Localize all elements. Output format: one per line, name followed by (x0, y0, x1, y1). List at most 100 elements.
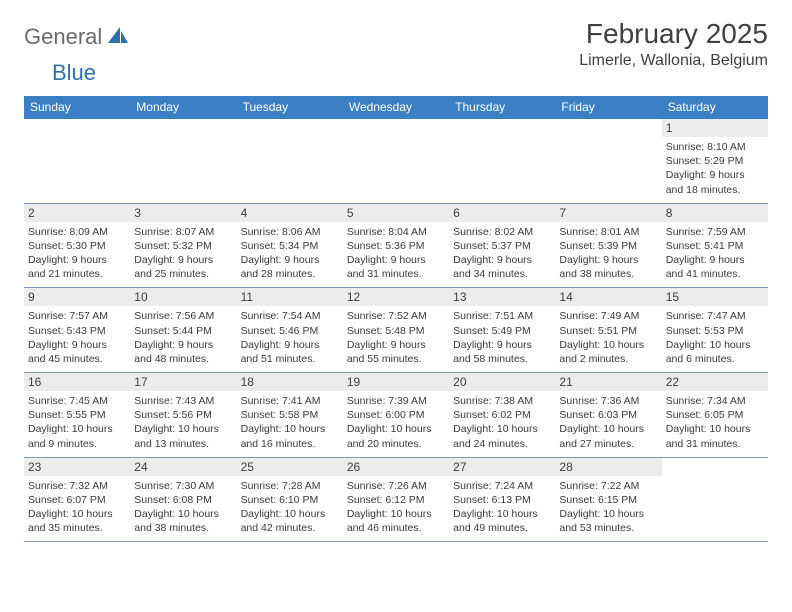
sunset-text: Sunset: 5:53 PM (666, 324, 764, 338)
day-cell: 25 Sunrise: 7:28 AMSunset: 6:10 PMDayligh… (237, 458, 343, 542)
day-details: Sunrise: 7:34 AMSunset: 6:05 PMDaylight:… (666, 394, 764, 451)
day-cell: 17 Sunrise: 7:43 AMSunset: 5:56 PMDayligh… (130, 373, 236, 457)
day-number: 8 (662, 204, 768, 222)
day-number: 20 (449, 373, 555, 391)
day-details: Sunrise: 7:43 AMSunset: 5:56 PMDaylight:… (134, 394, 232, 451)
sunset-text: Sunset: 5:36 PM (347, 239, 445, 253)
day-number: 1 (662, 119, 768, 137)
day-details: Sunrise: 7:45 AMSunset: 5:55 PMDaylight:… (28, 394, 126, 451)
sunset-text: Sunset: 5:29 PM (666, 154, 764, 168)
day-cell: 1Sunrise: 8:10 AMSunset: 5:29 PMDaylight… (662, 119, 768, 203)
logo-sail-icon (106, 25, 130, 50)
day-details: Sunrise: 7:32 AMSunset: 6:07 PMDaylight:… (28, 479, 126, 536)
day-details: Sunrise: 7:28 AMSunset: 6:10 PMDaylight:… (241, 479, 339, 536)
sunrise-text: Sunrise: 8:10 AM (666, 140, 764, 154)
day-number: 18 (237, 373, 343, 391)
day-cell: 23Sunrise: 7:32 AMSunset: 6:07 PMDayligh… (24, 458, 130, 542)
daylight-text: Daylight: 9 hours and 28 minutes. (241, 253, 339, 281)
daylight-text: Daylight: 9 hours and 31 minutes. (347, 253, 445, 281)
day-number: 21 (555, 373, 661, 391)
sunrise-text: Sunrise: 7:26 AM (347, 479, 445, 493)
day-details: Sunrise: 7:30 AMSunset: 6:08 PMDaylight:… (134, 479, 232, 536)
day-cell (449, 119, 555, 203)
day-number: 27 (449, 458, 555, 476)
week-row: 9Sunrise: 7:57 AMSunset: 5:43 PMDaylight… (24, 288, 768, 373)
sunrise-text: Sunrise: 7:59 AM (666, 225, 764, 239)
daylight-text: Daylight: 9 hours and 58 minutes. (453, 338, 551, 366)
day-number: 9 (24, 288, 130, 306)
sunrise-text: Sunrise: 7:47 AM (666, 309, 764, 323)
sunset-text: Sunset: 5:55 PM (28, 408, 126, 422)
daylight-text: Daylight: 10 hours and 53 minutes. (559, 507, 657, 535)
day-cell: 13 Sunrise: 7:51 AMSunset: 5:49 PMDayligh… (449, 288, 555, 372)
sunset-text: Sunset: 5:44 PM (134, 324, 232, 338)
day-number: 25 (237, 458, 343, 476)
sunrise-text: Sunrise: 7:28 AM (241, 479, 339, 493)
day-cell: 28Sunrise: 7:22 AMSunset: 6:15 PMDayligh… (555, 458, 661, 542)
day-number: 17 (130, 373, 236, 391)
daylight-text: Daylight: 9 hours and 41 minutes. (666, 253, 764, 281)
location-label: Limerle, Wallonia, Belgium (579, 52, 768, 70)
day-cell: 2Sunrise: 8:09 AMSunset: 5:30 PMDaylight… (24, 204, 130, 288)
day-details: Sunrise: 7:26 AMSunset: 6:12 PMDaylight:… (347, 479, 445, 536)
day-number: 15 (662, 288, 768, 306)
sunrise-text: Sunrise: 7:24 AM (453, 479, 551, 493)
week-row: 16Sunrise: 7:45 AMSunset: 5:55 PMDayligh… (24, 373, 768, 458)
sunset-text: Sunset: 6:08 PM (134, 493, 232, 507)
sunset-text: Sunset: 5:49 PM (453, 324, 551, 338)
day-cell: 26 Sunrise: 7:26 AMSunset: 6:12 PMDayligh… (343, 458, 449, 542)
week-row: 23Sunrise: 7:32 AMSunset: 6:07 PMDayligh… (24, 458, 768, 543)
sunrise-text: Sunrise: 7:51 AM (453, 309, 551, 323)
sunset-text: Sunset: 5:32 PM (134, 239, 232, 253)
sunset-text: Sunset: 5:39 PM (559, 239, 657, 253)
weekday-header-row: Sunday Monday Tuesday Wednesday Thursday… (24, 96, 768, 119)
sunrise-text: Sunrise: 7:45 AM (28, 394, 126, 408)
sunset-text: Sunset: 6:10 PM (241, 493, 339, 507)
day-cell: 10Sunrise: 7:56 AMSunset: 5:44 PMDayligh… (130, 288, 236, 372)
sunset-text: Sunset: 6:05 PM (666, 408, 764, 422)
daylight-text: Daylight: 9 hours and 48 minutes. (134, 338, 232, 366)
sunset-text: Sunset: 5:51 PM (559, 324, 657, 338)
daylight-text: Daylight: 9 hours and 38 minutes. (559, 253, 657, 281)
day-details: Sunrise: 7:24 AMSunset: 6:13 PMDaylight:… (453, 479, 551, 536)
daylight-text: Daylight: 10 hours and 13 minutes. (134, 422, 232, 450)
daylight-text: Daylight: 10 hours and 16 minutes. (241, 422, 339, 450)
day-cell: 14Sunrise: 7:49 AMSunset: 5:51 PMDayligh… (555, 288, 661, 372)
weekday-header: Saturday (662, 96, 768, 119)
day-number: 26 (343, 458, 449, 476)
day-cell: 7Sunrise: 8:01 AMSunset: 5:39 PMDaylight… (555, 204, 661, 288)
sunset-text: Sunset: 5:43 PM (28, 324, 126, 338)
daylight-text: Daylight: 10 hours and 31 minutes. (666, 422, 764, 450)
day-number: 22 (662, 373, 768, 391)
day-details: Sunrise: 7:59 AMSunset: 5:41 PMDaylight:… (666, 225, 764, 282)
sunset-text: Sunset: 5:34 PM (241, 239, 339, 253)
month-title: February 2025 (579, 18, 768, 50)
title-block: February 2025 Limerle, Wallonia, Belgium (579, 18, 768, 70)
sunrise-text: Sunrise: 7:30 AM (134, 479, 232, 493)
day-cell: 5Sunrise: 8:04 AMSunset: 5:36 PMDaylight… (343, 204, 449, 288)
daylight-text: Daylight: 9 hours and 51 minutes. (241, 338, 339, 366)
sunset-text: Sunset: 6:02 PM (453, 408, 551, 422)
day-cell: 15Sunrise: 7:47 AMSunset: 5:53 PMDayligh… (662, 288, 768, 372)
day-number: 13 (449, 288, 555, 306)
daylight-text: Daylight: 10 hours and 42 minutes. (241, 507, 339, 535)
day-number: 19 (343, 373, 449, 391)
day-details: Sunrise: 7:41 AMSunset: 5:58 PMDaylight:… (241, 394, 339, 451)
weekday-header: Sunday (24, 96, 130, 119)
day-cell (130, 119, 236, 203)
day-cell: 6Sunrise: 8:02 AMSunset: 5:37 PMDaylight… (449, 204, 555, 288)
day-details: Sunrise: 8:07 AMSunset: 5:32 PMDaylight:… (134, 225, 232, 282)
calendar: Sunday Monday Tuesday Wednesday Thursday… (24, 96, 768, 542)
day-cell: 8 Sunrise: 7:59 AMSunset: 5:41 PMDaylight… (662, 204, 768, 288)
sunrise-text: Sunrise: 7:39 AM (347, 394, 445, 408)
day-details: Sunrise: 8:01 AMSunset: 5:39 PMDaylight:… (559, 225, 657, 282)
day-cell: 24Sunrise: 7:30 AMSunset: 6:08 PMDayligh… (130, 458, 236, 542)
weeks-container: 1 Sunrise: 8:10 AMSunset: 5:29 PM Daylight… (24, 119, 768, 542)
day-cell (237, 119, 343, 203)
sunset-text: Sunset: 6:15 PM (559, 493, 657, 507)
day-details: Sunrise: 7:54 AMSunset: 5:46 PMDaylight:… (241, 309, 339, 366)
calendar-page: General February 2025 Limerle, Wallonia,… (0, 0, 792, 552)
day-number: 6 (449, 204, 555, 222)
daylight-text: Daylight: 9 hours and 34 minutes. (453, 253, 551, 281)
daylight-text: Daylight: 10 hours and 9 minutes. (28, 422, 126, 450)
